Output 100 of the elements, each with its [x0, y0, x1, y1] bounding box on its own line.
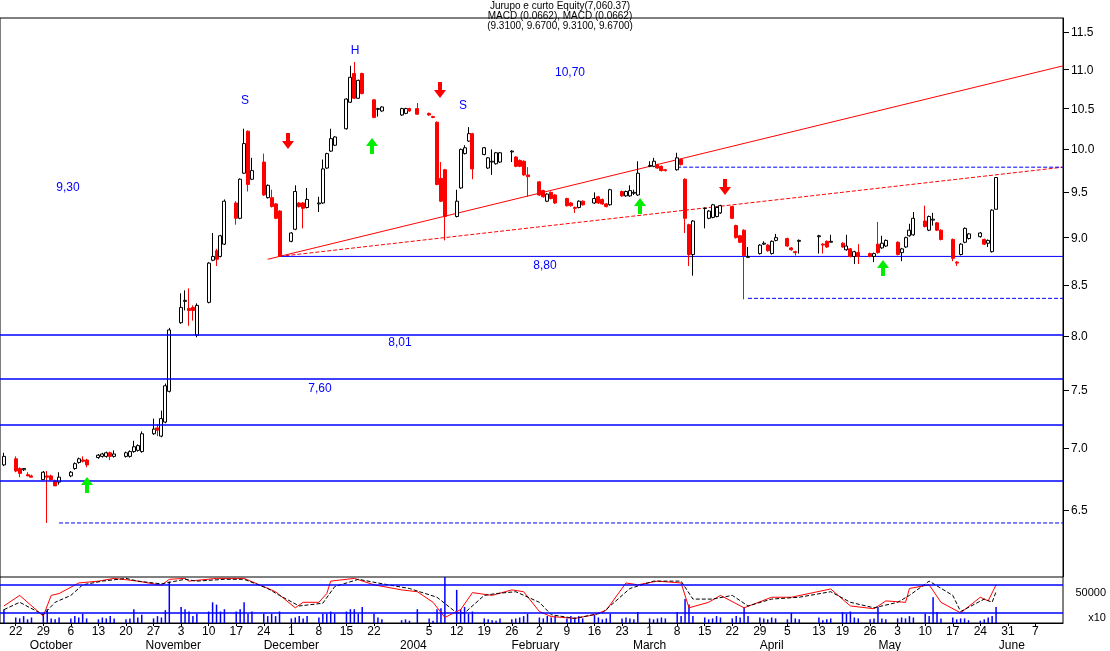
candlestick [620, 190, 624, 198]
candlestick [703, 206, 707, 229]
annotation: 8,80 [533, 258, 557, 272]
candlestick [730, 205, 734, 220]
candlestick [829, 234, 833, 243]
x-tick-label: 26 [863, 624, 878, 638]
x-tick-label: 16 [587, 624, 602, 638]
candlestick [785, 237, 789, 248]
x-tick-label: 31 [1001, 624, 1015, 638]
x2-tick-label: April [759, 638, 784, 651]
x-tick-label: 24 [257, 624, 271, 638]
text: Jurupo e curto Equity(7,060.37) [489, 0, 631, 11]
candlestick [884, 238, 888, 248]
x2-tick-label: 2004 [400, 638, 428, 651]
candlestick [22, 468, 26, 472]
candlestick [238, 177, 242, 220]
candlestick [211, 232, 215, 262]
x-tick-label: 9 [563, 624, 571, 638]
candlestick [537, 180, 541, 197]
candlestick [329, 128, 333, 153]
candlestick [856, 243, 860, 265]
candlestick [766, 243, 770, 253]
candlestick [431, 115, 435, 119]
candlestick [234, 200, 238, 226]
candlestick [124, 451, 128, 459]
candlestick [569, 201, 573, 208]
candlestick [951, 238, 955, 262]
x-tick-label: 6 [67, 624, 75, 638]
y-tick-label: 8.0 [1071, 329, 1089, 344]
candlestick [400, 107, 404, 117]
x-tick-label: 19 [835, 624, 850, 638]
candlestick [655, 163, 659, 170]
x-tick-label: 5 [425, 624, 433, 638]
x-tick-label: 5 [784, 624, 792, 638]
candlestick [152, 418, 156, 436]
y-tick-label: 6.5 [1071, 503, 1089, 517]
candlestick [356, 79, 360, 100]
x-tick-label: 20 [119, 624, 133, 638]
x-tick-label: 15 [339, 624, 354, 638]
candlestick [679, 158, 683, 166]
candlestick [691, 219, 695, 277]
candlestick [293, 184, 297, 231]
candlestick [372, 98, 376, 119]
candlestick [927, 215, 931, 232]
x-tick-label: 8 [673, 624, 681, 638]
candlestick [923, 205, 927, 228]
candlestick [207, 261, 211, 304]
candlestick [955, 260, 959, 267]
x-tick-label: 10 [201, 624, 216, 638]
y-tick-label: 9.0 [1071, 230, 1089, 245]
candlestick [872, 252, 876, 263]
candlestick [848, 247, 852, 258]
x-tick-label: 29 [753, 624, 767, 638]
candlestick [104, 451, 108, 459]
candlestick [687, 223, 691, 267]
x2-tick-label: November [145, 638, 201, 651]
x-tick-label: 17 [946, 624, 960, 638]
candlestick [817, 234, 821, 255]
candlestick [108, 451, 112, 461]
x2-tick-label: December [263, 638, 320, 651]
candlestick [990, 208, 994, 254]
candlestick [455, 189, 459, 218]
x-tick-label: 8 [315, 624, 323, 638]
y-tick-label: 10.0 [1071, 142, 1095, 157]
candlestick [821, 242, 825, 255]
candlestick [376, 107, 380, 118]
x-tick-label: 7 [1032, 624, 1040, 638]
candlestick [289, 231, 293, 243]
candlestick [911, 211, 915, 237]
x-tick-label: 23 [615, 624, 630, 638]
candlestick [652, 157, 656, 168]
y-tick-label: 8.5 [1071, 278, 1089, 293]
candlestick [718, 204, 722, 215]
x2-tick-label: March [632, 638, 667, 651]
candlestick [459, 148, 463, 190]
candlestick [250, 157, 254, 181]
x-tick-label: 24 [973, 624, 988, 638]
candlestick [770, 239, 774, 256]
x-tick-label: 29 [36, 624, 51, 638]
text: x10 [1088, 611, 1106, 623]
candlestick [841, 241, 845, 249]
candlestick [100, 452, 104, 459]
candlestick [852, 250, 856, 265]
candlestick [215, 248, 219, 267]
x-tick-label: 13 [91, 624, 106, 638]
candlestick [648, 160, 652, 168]
x-tick-label: 3 [894, 624, 902, 638]
annotation: MACD (0.0662), MACD (0.0662) [487, 9, 633, 21]
x-tick-label: 22 [725, 624, 740, 638]
candlestick [900, 247, 904, 262]
candlestick [789, 246, 793, 252]
candlestick [793, 250, 797, 256]
y-tick-label: 11.0 [1071, 62, 1094, 77]
candlestick [360, 72, 364, 95]
candlestick [85, 458, 89, 468]
x-tick-label: 13 [812, 624, 826, 638]
candlestick [896, 240, 900, 256]
x-tick-label: 19 [477, 624, 492, 638]
x2-tick-label: June [998, 638, 1026, 651]
candlestick [482, 146, 486, 156]
